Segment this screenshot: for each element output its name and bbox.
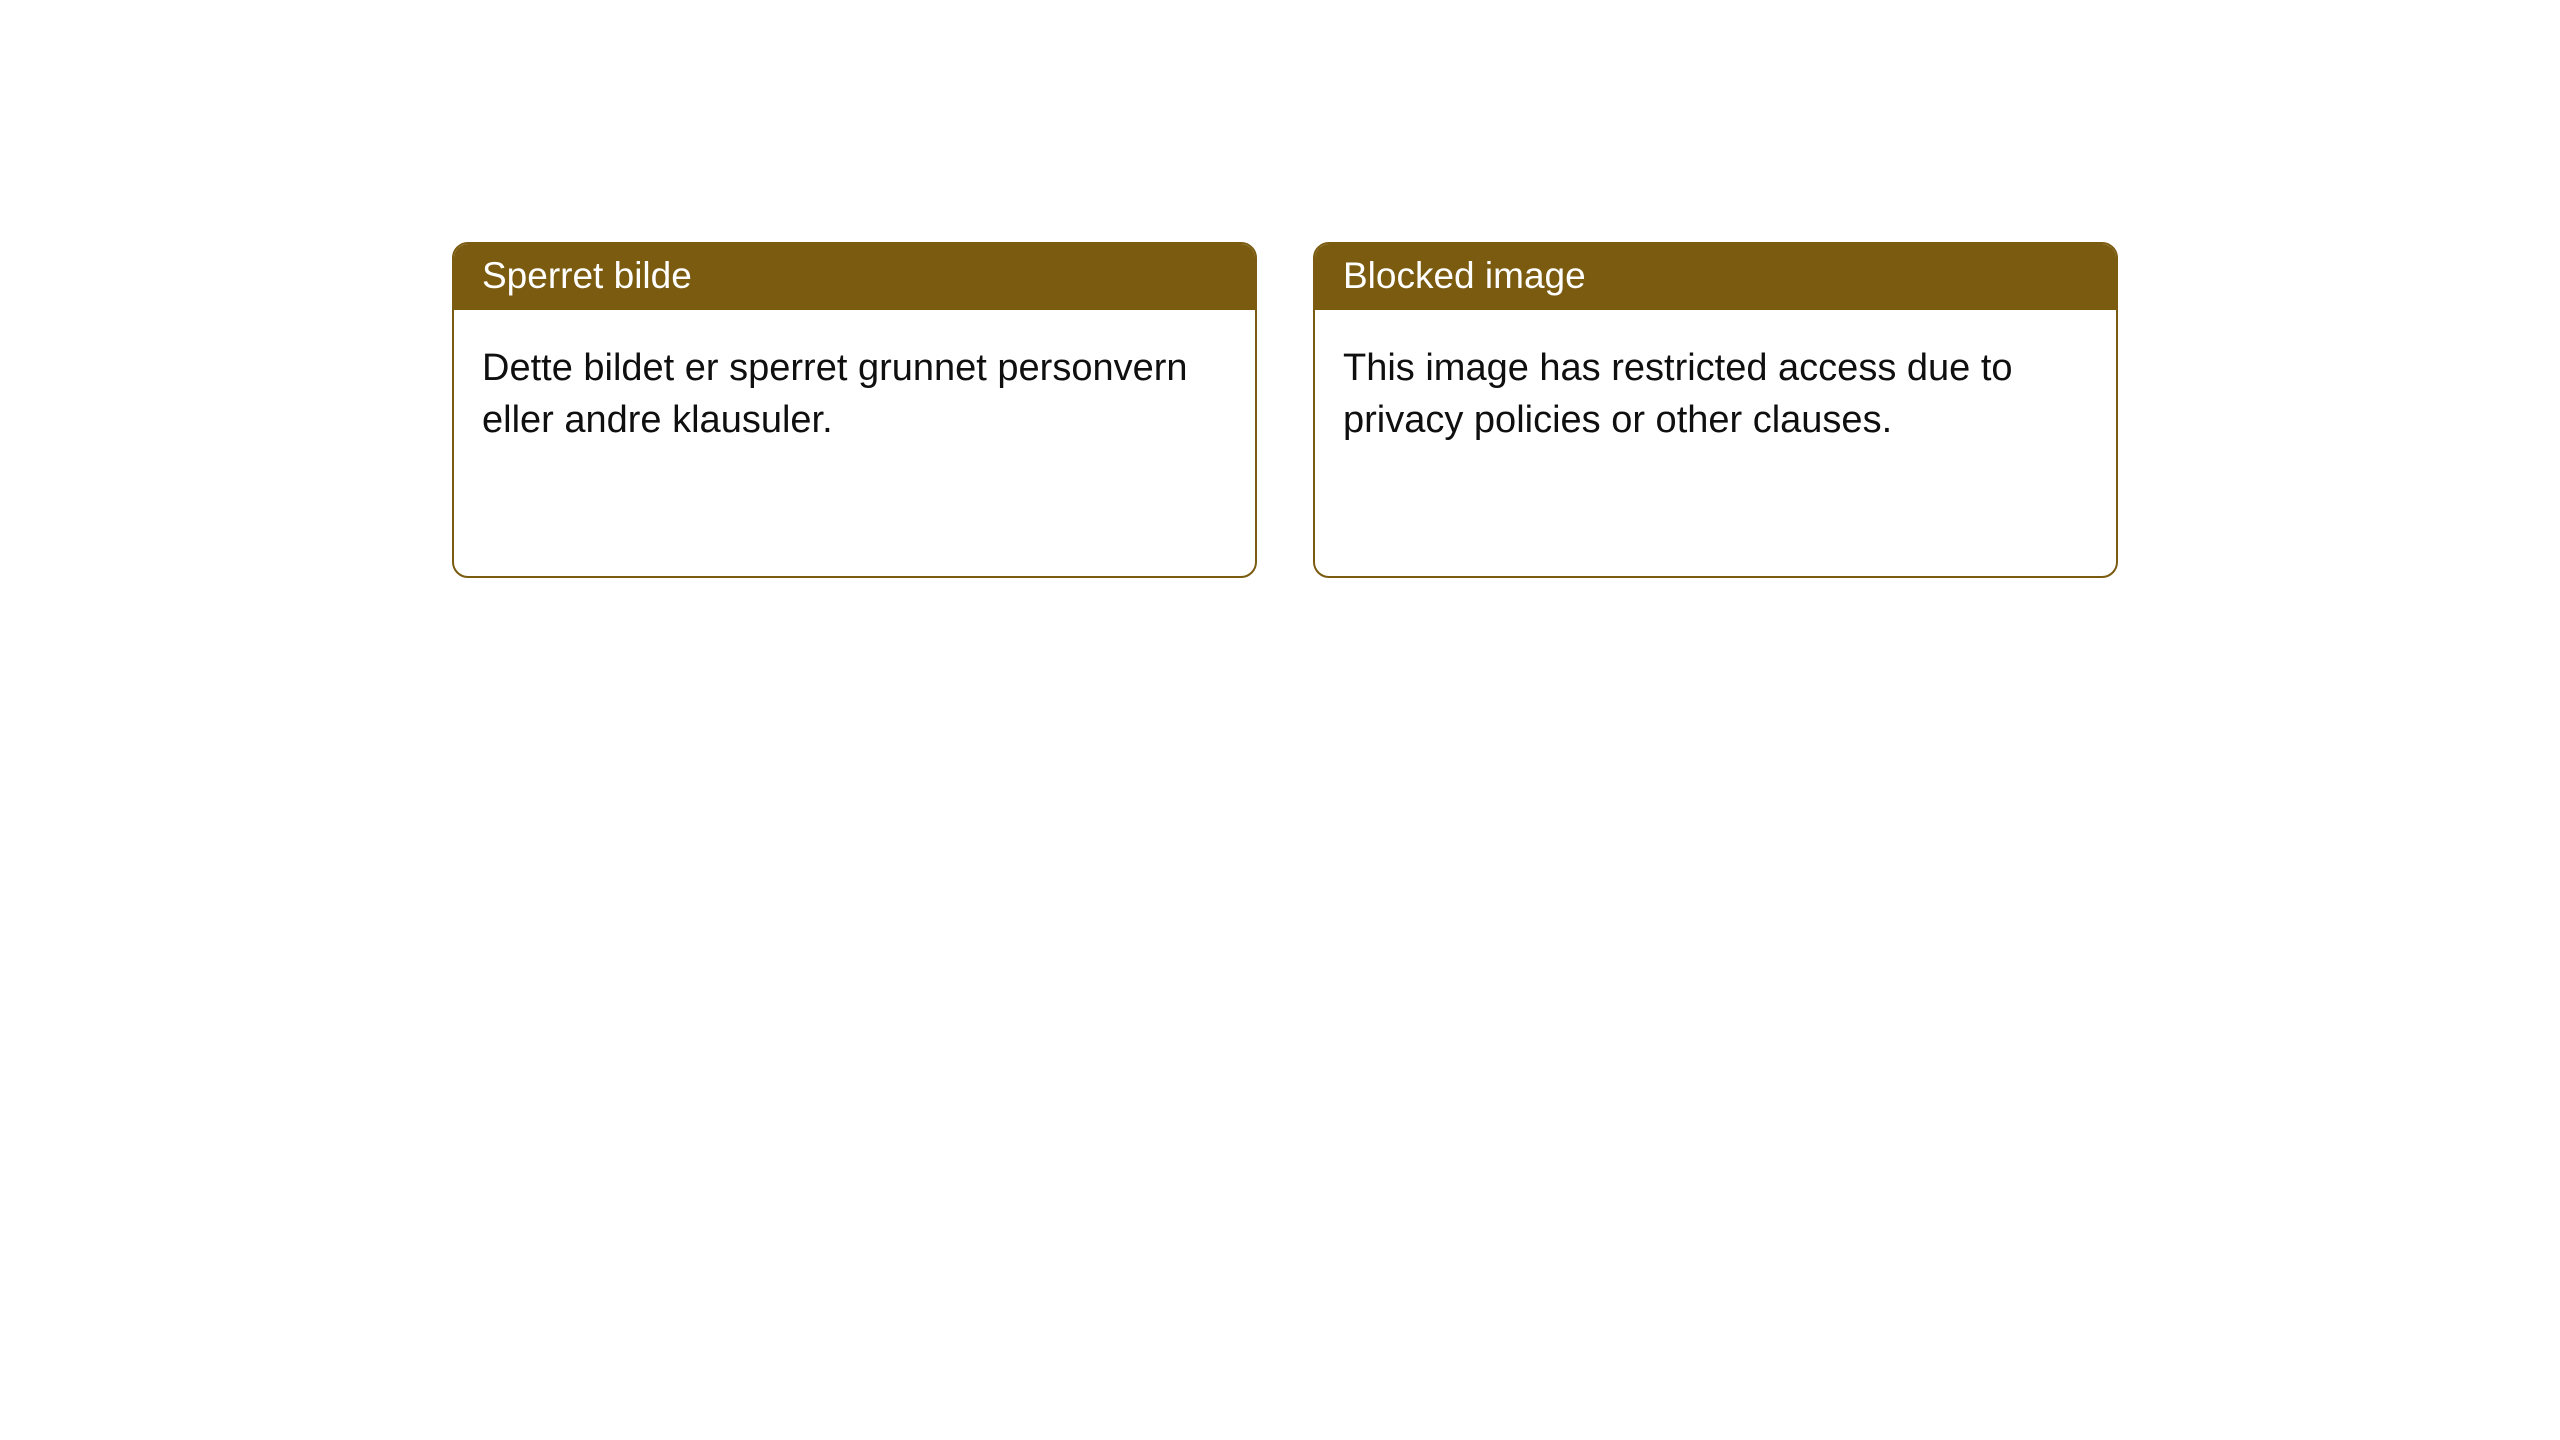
notice-title-english: Blocked image — [1315, 244, 2116, 310]
notice-container: Sperret bilde Dette bildet er sperret gr… — [0, 0, 2560, 578]
notice-body-english: This image has restricted access due to … — [1315, 310, 2116, 478]
notice-body-norwegian: Dette bildet er sperret grunnet personve… — [454, 310, 1255, 478]
notice-card-english: Blocked image This image has restricted … — [1313, 242, 2118, 578]
notice-card-norwegian: Sperret bilde Dette bildet er sperret gr… — [452, 242, 1257, 578]
notice-title-norwegian: Sperret bilde — [454, 244, 1255, 310]
